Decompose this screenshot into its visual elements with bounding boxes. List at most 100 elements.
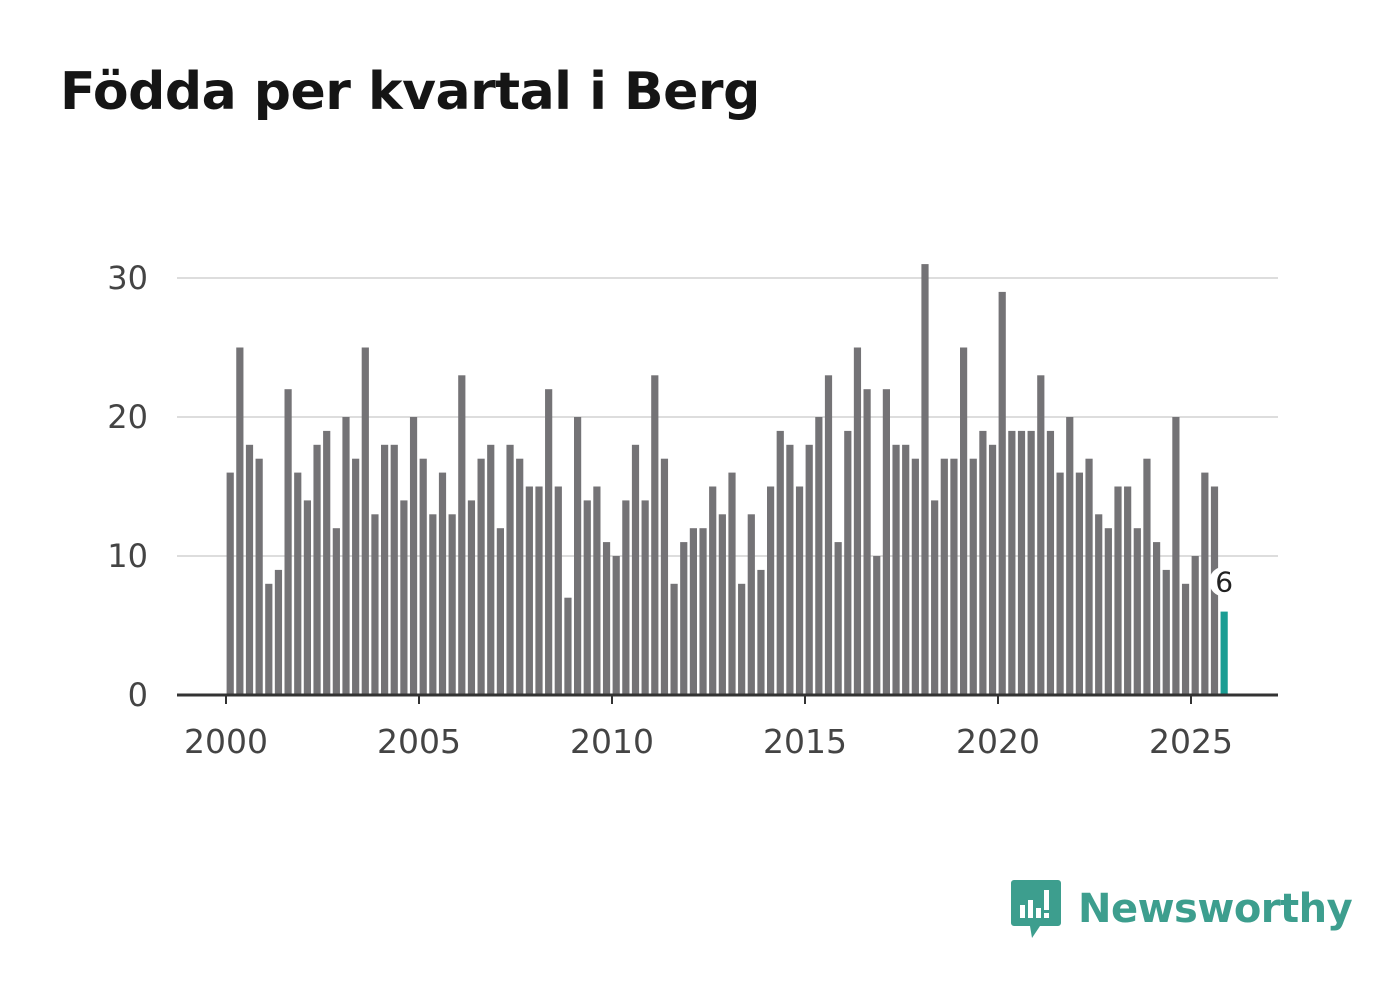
bar-44 bbox=[641, 500, 649, 695]
y-axis-ticks: 0 10 20 30 bbox=[107, 259, 148, 714]
bar-66 bbox=[853, 347, 862, 695]
gridlines bbox=[177, 277, 1278, 557]
bar-61 bbox=[805, 444, 813, 695]
bar-26 bbox=[467, 500, 476, 695]
bar-84 bbox=[1027, 430, 1035, 695]
bar-65 bbox=[844, 430, 852, 695]
bar-18 bbox=[390, 444, 398, 695]
x-axis-ticks: 2000 2005 2010 2015 2020 2025 bbox=[184, 695, 1233, 761]
bar-31 bbox=[516, 458, 524, 695]
bar-73 bbox=[921, 264, 929, 695]
bar-96 bbox=[1143, 458, 1151, 695]
bar-46 bbox=[660, 458, 669, 695]
bar-94 bbox=[1124, 486, 1132, 695]
bar-25 bbox=[458, 375, 466, 695]
bar-41 bbox=[612, 556, 620, 695]
bar-40 bbox=[602, 542, 611, 695]
bar-9 bbox=[303, 500, 311, 695]
bar-82 bbox=[1008, 430, 1016, 695]
bar-57 bbox=[767, 486, 775, 695]
bar-23 bbox=[438, 472, 447, 695]
bar-87 bbox=[1056, 472, 1064, 695]
bar-42 bbox=[622, 500, 630, 695]
bar-30 bbox=[506, 444, 514, 695]
bar-91 bbox=[1095, 514, 1103, 695]
bar-17 bbox=[381, 444, 389, 695]
bar-76 bbox=[950, 458, 958, 695]
bar-35 bbox=[554, 486, 562, 695]
bar-67 bbox=[863, 389, 871, 695]
bar-86 bbox=[1046, 430, 1055, 695]
bar-29 bbox=[496, 528, 504, 695]
bar-49 bbox=[689, 528, 697, 695]
bar-27 bbox=[477, 458, 485, 695]
bar-64 bbox=[834, 542, 842, 695]
bar-19 bbox=[400, 500, 408, 695]
bar-50 bbox=[699, 528, 707, 695]
x-tick-label-2015: 2015 bbox=[763, 722, 847, 761]
bar-6 bbox=[274, 569, 283, 695]
bar-74 bbox=[931, 500, 939, 695]
x-tick-label-2025: 2025 bbox=[1149, 722, 1233, 761]
bar-98 bbox=[1162, 569, 1170, 695]
bar-4 bbox=[255, 458, 263, 695]
bar-53 bbox=[728, 472, 736, 695]
brand-name: Newsworthy bbox=[1078, 886, 1353, 932]
bar-78 bbox=[969, 458, 977, 695]
bar-38 bbox=[583, 500, 591, 695]
bar-47 bbox=[670, 583, 678, 695]
bar-36 bbox=[564, 597, 572, 695]
bar-54 bbox=[738, 583, 746, 695]
bar-97 bbox=[1153, 542, 1161, 695]
bar-20 bbox=[409, 417, 418, 695]
bar-51 bbox=[709, 486, 717, 695]
bar-21 bbox=[419, 458, 427, 695]
bar-10 bbox=[313, 444, 321, 695]
bar-11 bbox=[323, 430, 331, 695]
bar-34 bbox=[545, 389, 553, 695]
bar-83 bbox=[1017, 430, 1026, 695]
bar-12 bbox=[332, 528, 340, 695]
y-tick-label-10: 10 bbox=[107, 537, 148, 575]
bar-2 bbox=[236, 347, 244, 695]
bar-101 bbox=[1191, 556, 1199, 695]
y-tick-label-20: 20 bbox=[107, 398, 148, 436]
bar-58 bbox=[776, 430, 784, 695]
newsworthy-logo[interactable]: Newsworthy bbox=[1010, 878, 1353, 940]
bar-14 bbox=[352, 458, 360, 695]
bar-95 bbox=[1133, 528, 1141, 695]
bar-1 bbox=[226, 472, 234, 695]
bar-85 bbox=[1037, 375, 1045, 695]
bar-71 bbox=[902, 444, 910, 695]
bar-104 bbox=[1220, 611, 1228, 695]
bar-63 bbox=[824, 375, 833, 695]
bar-90 bbox=[1085, 458, 1093, 695]
bar-22 bbox=[429, 514, 437, 695]
chart-title: Födda per kvartal i Berg bbox=[60, 62, 760, 122]
x-tick-label-2005: 2005 bbox=[377, 722, 461, 761]
bar-69 bbox=[882, 389, 890, 695]
bar-55 bbox=[747, 514, 755, 695]
bar-102 bbox=[1201, 472, 1209, 695]
bar-5 bbox=[265, 583, 273, 695]
x-tick-label-2000: 2000 bbox=[184, 722, 268, 761]
bar-62 bbox=[815, 417, 823, 695]
bars bbox=[226, 264, 1228, 695]
bar-48 bbox=[680, 542, 688, 695]
bar-81 bbox=[998, 291, 1006, 695]
newsworthy-logo-icon bbox=[1011, 880, 1061, 938]
data-labels: 6 bbox=[1209, 566, 1240, 599]
bar-59 bbox=[786, 444, 794, 695]
bar-39 bbox=[593, 486, 601, 695]
bar-93 bbox=[1114, 486, 1122, 695]
bar-8 bbox=[294, 472, 302, 695]
bar-37 bbox=[574, 417, 582, 695]
bar-88 bbox=[1066, 417, 1074, 695]
bar-32 bbox=[525, 486, 533, 695]
bar-16 bbox=[371, 514, 379, 695]
bar-60 bbox=[795, 486, 804, 695]
bar-100 bbox=[1181, 583, 1190, 695]
bar-77 bbox=[960, 347, 968, 695]
bar-99 bbox=[1172, 417, 1180, 695]
y-tick-label-0: 0 bbox=[128, 676, 148, 714]
